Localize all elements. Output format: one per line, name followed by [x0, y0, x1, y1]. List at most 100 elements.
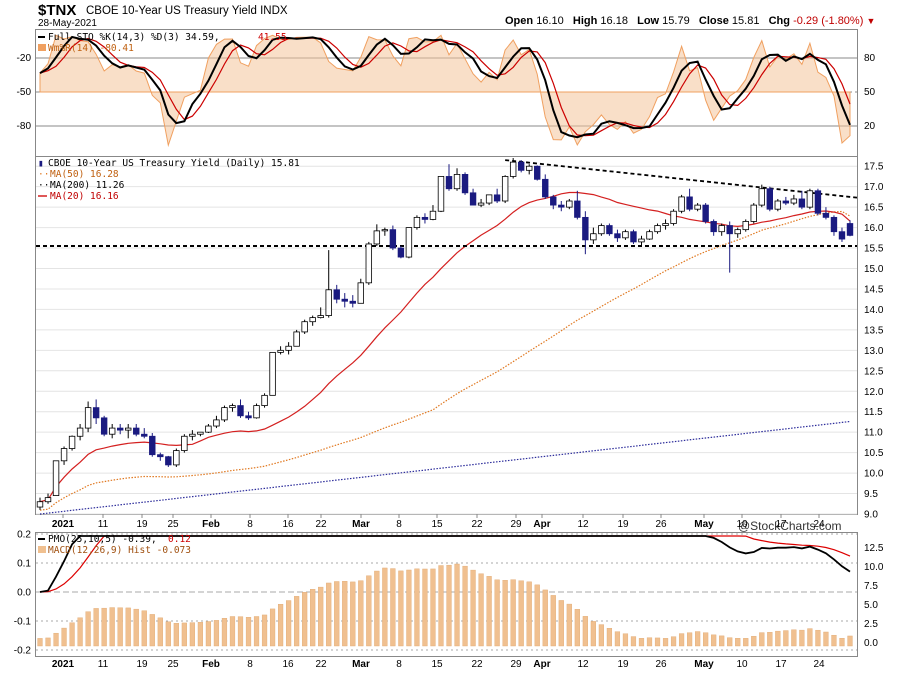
x-axis-label-bottom: 29: [510, 659, 522, 670]
pmo-left-tick: 0.1: [17, 559, 31, 570]
pmo-left-tick: 0.2: [17, 530, 31, 541]
candle-up: [526, 165, 533, 171]
candle-down: [421, 216, 429, 220]
candle-up: [405, 227, 413, 258]
candle-down: [165, 456, 172, 466]
macd-hist-bar: [310, 589, 316, 647]
candle-down: [798, 198, 806, 208]
candle-up: [36, 501, 44, 508]
macd-hist-bar: [662, 638, 669, 647]
macd-hist-bar: [847, 635, 853, 647]
macd-hist-bar: [261, 614, 268, 647]
macd-hist-bar: [438, 565, 444, 647]
candle-down: [574, 200, 581, 218]
macd-hist-bar: [430, 568, 436, 647]
ma50-legend: ··: [38, 169, 49, 180]
macd-hist-bar: [197, 622, 203, 647]
high-label: High: [572, 15, 598, 27]
stoch-right-tick: 50: [864, 87, 876, 98]
x-axis-label-bottom: 19: [617, 659, 629, 670]
macd-hist-bar: [390, 568, 396, 647]
price-tick-label: 17.0: [864, 182, 884, 193]
candle-up: [806, 190, 814, 208]
candle-up: [108, 427, 116, 435]
macd-hist-bar: [45, 637, 51, 647]
candle-up: [84, 407, 92, 429]
candle-down: [389, 229, 397, 249]
close-value: 15.81: [731, 15, 760, 27]
candle-down: [445, 176, 453, 190]
macd-hist-bar: [622, 633, 629, 647]
macd-hist-bar: [173, 623, 179, 647]
x-axis-label-top: 2021: [52, 519, 75, 530]
macd-hist-bar: [566, 603, 572, 647]
candle-down: [245, 415, 252, 419]
candle-up: [373, 230, 381, 245]
candle-down: [100, 417, 108, 435]
macd-hist-bar: [213, 620, 220, 647]
price-tick-label: 10.5: [864, 448, 884, 459]
down-triangle-icon: ▼: [866, 16, 876, 26]
candle-up: [598, 225, 605, 235]
candle-down: [838, 231, 846, 240]
candle-down: [149, 435, 156, 456]
candle-down: [92, 407, 100, 419]
x-axis-label-top: 22: [471, 519, 483, 530]
x-axis-label-top: 8: [396, 519, 402, 530]
candle-up: [213, 419, 220, 427]
macd-hist-bar: [374, 570, 380, 647]
candle-up: [381, 229, 389, 232]
candle-up: [197, 431, 204, 435]
candle-up: [662, 223, 669, 226]
candle-down: [686, 196, 693, 210]
macd-hist-bar: [245, 617, 252, 647]
candle-down: [397, 247, 405, 258]
x-axis-label-bottom: Mar: [352, 659, 370, 670]
candle-down: [606, 225, 613, 235]
macd-hist-bar: [614, 631, 621, 647]
x-axis-label-top: 10: [736, 519, 748, 530]
candle-up: [277, 349, 284, 353]
macd-hist-bar: [542, 589, 548, 647]
x-axis-label-bottom: 24: [813, 659, 825, 670]
pmo-right-tick: 10.0: [864, 562, 884, 573]
candle-up: [221, 407, 228, 421]
wr-legend-swatch: [38, 44, 46, 51]
macd-hist-bar: [109, 607, 115, 647]
pmo-right-tick: 0.0: [864, 638, 878, 649]
x-axis-label-bottom: 17: [775, 659, 787, 670]
macd-hist-bar: [630, 636, 637, 647]
macd-hist-bar: [815, 629, 821, 647]
open-value: 16.10: [536, 15, 564, 27]
stoch-right-tick: 80: [864, 53, 876, 64]
macd-hist-bar: [678, 633, 685, 647]
candle-up: [76, 427, 84, 437]
candle-up: [309, 317, 316, 323]
pmo-left-tick: -0.1: [14, 617, 32, 628]
candle-up: [189, 433, 196, 437]
macd-hist-bar: [37, 638, 43, 647]
low-value: 15.79: [662, 15, 690, 27]
macd-hist-bar: [767, 632, 773, 647]
candle-up: [205, 425, 212, 433]
macd-hist-bar: [93, 608, 99, 647]
sto-legend: Full STO %K(14,3) %D(3) 34.59,: [48, 32, 220, 43]
williams-r-area: [39, 34, 851, 148]
x-axis-label-bottom: 19: [136, 659, 148, 670]
candle-down: [814, 190, 822, 214]
pmo-line: [39, 535, 851, 593]
candle-up: [622, 231, 629, 239]
price-tick-label: 13.0: [864, 346, 884, 357]
macd-hist-bar: [53, 632, 59, 647]
candle-up: [566, 200, 573, 208]
x-axis-label-top: 11: [98, 519, 109, 530]
x-axis-label-bottom: 15: [431, 659, 443, 670]
x-axis-label-top: 25: [167, 519, 179, 530]
macd-hist-bar: [510, 579, 516, 647]
macd-hist-bar: [518, 580, 524, 647]
macd-hist-bar: [237, 616, 244, 647]
price-tick-label: 12.0: [864, 387, 884, 398]
x-axis-label-bottom: 10: [736, 659, 748, 670]
stoch-left-tick: -20: [17, 53, 32, 64]
candle-up: [758, 188, 765, 206]
